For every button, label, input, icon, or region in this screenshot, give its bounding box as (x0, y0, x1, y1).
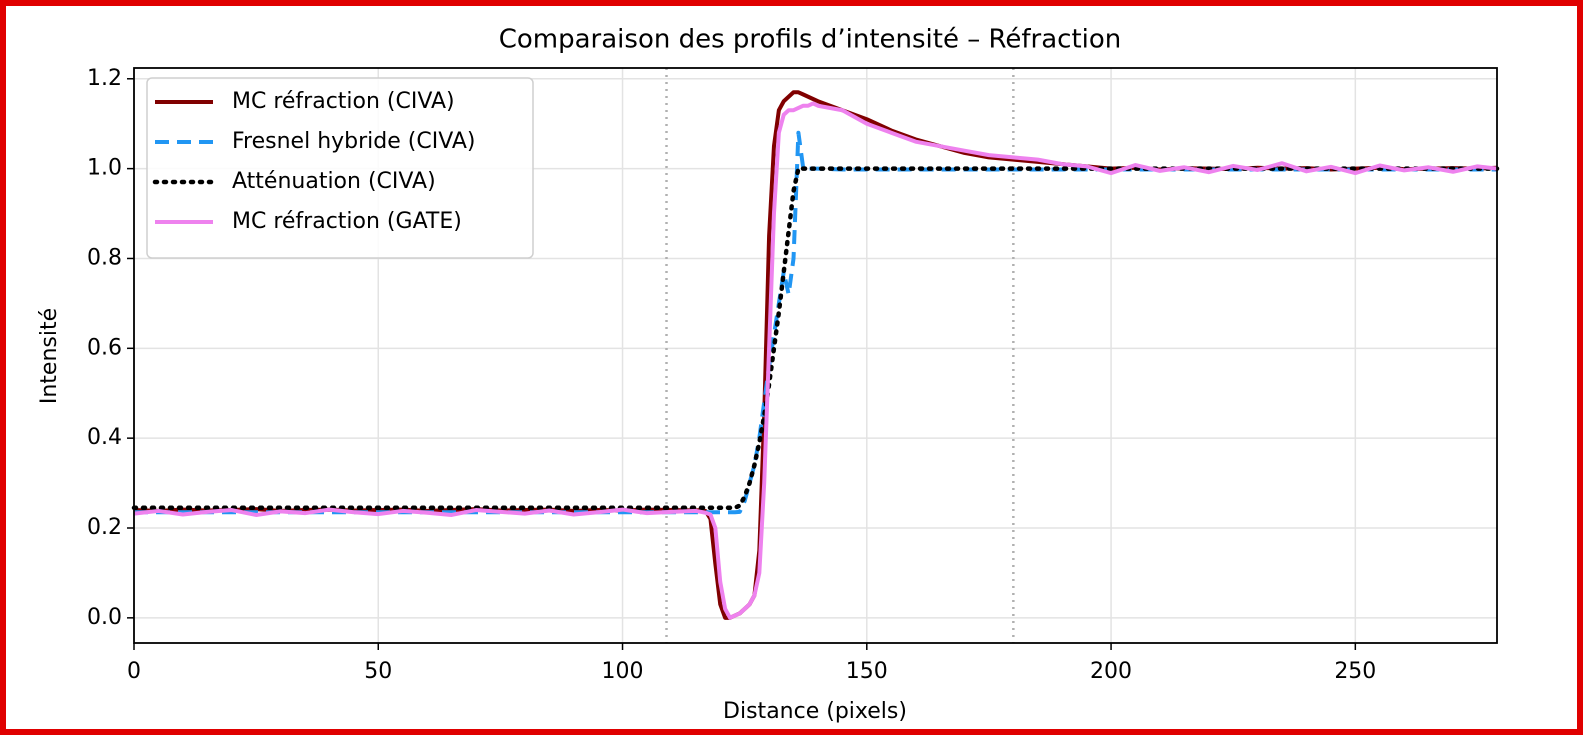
y-tick-label: 0.6 (87, 335, 122, 360)
y-tick-label: 0.8 (87, 245, 122, 270)
axes-frame (133, 67, 1498, 644)
x-axis-label: Distance (pixels) (723, 699, 907, 724)
legend-label: Fresnel hybride (CIVA) (232, 129, 475, 154)
legend-label: MC réfraction (GATE) (232, 209, 462, 234)
y-tick-label: 0.2 (87, 515, 122, 540)
x-tick-label: 0 (127, 659, 141, 684)
x-tick-label: 50 (364, 659, 392, 684)
x-tick-label: 250 (1334, 659, 1376, 684)
legend-label: Atténuation (CIVA) (232, 169, 436, 194)
y-tick-label: 1.2 (87, 66, 122, 91)
legend-box (146, 77, 534, 259)
y-tick-label: 0.4 (87, 425, 122, 450)
x-tick-label: 150 (846, 659, 888, 684)
legend-label: MC réfraction (CIVA) (232, 89, 455, 114)
chart-title: Comparaison des profils d’intensité – Ré… (499, 25, 1122, 55)
x-tick-label: 100 (602, 659, 644, 684)
y-tick-label: 1.0 (87, 156, 122, 181)
y-axis-label: Intensité (37, 308, 62, 404)
x-tick-label: 200 (1090, 659, 1132, 684)
y-tick-label: 0.0 (87, 605, 122, 630)
series-line (133, 101, 1498, 620)
